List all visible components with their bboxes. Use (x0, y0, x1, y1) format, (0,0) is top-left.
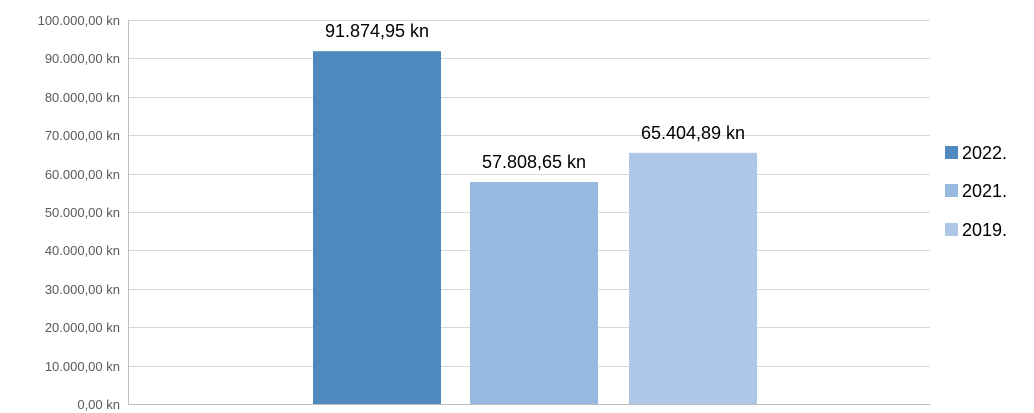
legend-swatch (945, 223, 958, 236)
y-tick-label: 20.000,00 kn (45, 320, 120, 335)
bar-2019 (629, 152, 757, 404)
bars (313, 51, 757, 404)
data-label: 65.404,89 kn (641, 123, 745, 143)
bar-2022 (313, 51, 441, 404)
data-label: 91.874,95 kn (325, 21, 429, 41)
data-label: 57.808,65 kn (482, 152, 586, 172)
legend-label: 2022. (962, 143, 1007, 163)
y-tick-label: 40.000,00 kn (45, 243, 120, 258)
y-tick-label: 30.000,00 kn (45, 282, 120, 297)
y-axis-tick-labels: 0,00 kn 10.000,00 kn 20.000,00 kn 30.000,00… (38, 13, 120, 412)
legend-swatch (945, 184, 958, 197)
legend-label: 2019. (962, 220, 1007, 240)
y-tick-label: 0,00 kn (77, 397, 120, 412)
y-tick-label: 50.000,00 kn (45, 205, 120, 220)
y-tick-label: 70.000,00 kn (45, 128, 120, 143)
y-tick-label: 80.000,00 kn (45, 90, 120, 105)
legend-swatch (945, 146, 958, 159)
legend-label: 2021. (962, 181, 1007, 201)
bar-2021 (470, 182, 598, 404)
legend: 2022. 2021. 2019. (945, 143, 1007, 240)
y-tick-label: 10.000,00 kn (45, 359, 120, 374)
data-labels: 91.874,95 kn 57.808,65 kn 65.404,89 kn (325, 21, 745, 172)
y-tick-label: 90.000,00 kn (45, 51, 120, 66)
y-tick-label: 60.000,00 kn (45, 167, 120, 182)
y-tick-label: 100.000,00 kn (38, 13, 120, 28)
